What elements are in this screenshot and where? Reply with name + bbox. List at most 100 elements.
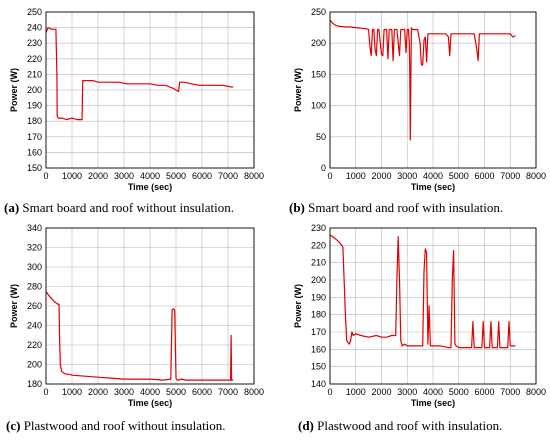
x-tick-label: 4000 (423, 387, 443, 397)
x-tick-label: 8000 (244, 171, 264, 181)
y-tick-label: 160 (311, 344, 326, 354)
series-line-0 (45, 27, 234, 121)
x-tick-label: 2000 (371, 387, 391, 397)
y-tick-label: 210 (311, 258, 326, 268)
y-tick-label: 200 (27, 360, 42, 370)
y-tick-label: 300 (27, 262, 42, 272)
caption-text: Smart board and roof with insulation. (305, 200, 503, 215)
x-axis-label: Time (sec) (128, 182, 172, 192)
y-tick-label: 180 (27, 379, 42, 389)
figure-caption: (a) Smart board and roof without insulat… (4, 200, 234, 215)
plot-frame (45, 11, 255, 169)
x-tick-label: 7000 (500, 171, 520, 181)
x-tick-label: 5000 (166, 171, 186, 181)
x-tick-label: 0 (43, 387, 48, 397)
figure-caption: (b) Smart board and roof with insulation… (289, 200, 503, 215)
chart-panel-2: 0 1000 2000 3000 4000 5000 6000 7000 8000 180 200 2… (6, 223, 264, 433)
x-tick-label: 4000 (140, 387, 160, 397)
y-tick-label: 180 (311, 310, 326, 320)
series-line-0 (329, 19, 516, 141)
x-axis-label: Time (sec) (128, 398, 172, 408)
x-tick-label: 0 (43, 171, 48, 181)
figure-caption: (c) Plastwood and roof without insulatio… (6, 418, 226, 433)
y-tick-label: 200 (311, 38, 326, 48)
x-tick-label: 8000 (526, 387, 546, 397)
x-tick-label: 7000 (218, 171, 238, 181)
x-tick-label: 8000 (526, 171, 546, 181)
y-tick-label: 260 (27, 301, 42, 311)
y-tick-label: 200 (311, 275, 326, 285)
caption-text: Smart board and roof without insulation. (19, 200, 234, 215)
y-tick-label: 150 (27, 163, 42, 173)
y-tick-label: 170 (311, 327, 326, 337)
x-tick-label: 3000 (397, 387, 417, 397)
x-axis-label: Time (sec) (411, 182, 455, 192)
x-tick-label: 4000 (423, 171, 443, 181)
x-tick-label: 2000 (88, 171, 108, 181)
caption-text: Plastwood and roof with insulation. (314, 418, 503, 433)
x-tick-label: 1000 (346, 387, 366, 397)
series-line-0 (45, 291, 234, 381)
plot-frame (329, 11, 537, 169)
y-axis-label: Power (W) (293, 284, 303, 328)
x-tick-label: 1000 (346, 171, 366, 181)
y-tick-label: 250 (311, 7, 326, 17)
x-tick-label: 7000 (500, 387, 520, 397)
y-tick-label: 240 (27, 23, 42, 33)
figure-caption: (d) Plastwood and roof with insulation. (298, 418, 502, 433)
plot-frame (329, 227, 537, 385)
x-tick-label: 0 (327, 171, 332, 181)
x-axis-label: Time (sec) (411, 398, 455, 408)
x-tick-label: 2000 (88, 387, 108, 397)
chart-panel-3: 0 1000 2000 3000 4000 5000 6000 7000 8000 140 150 1… (293, 223, 546, 433)
y-axis-label: Power (W) (9, 68, 19, 112)
y-tick-label: 190 (27, 101, 42, 111)
y-tick-label: 170 (27, 132, 42, 142)
y-axis-label: Power (W) (293, 68, 303, 112)
y-tick-label: 50 (316, 132, 326, 142)
y-tick-label: 140 (311, 379, 326, 389)
caption-letter: (d) (298, 418, 314, 433)
x-tick-label: 5000 (166, 387, 186, 397)
y-tick-label: 230 (311, 223, 326, 233)
x-tick-label: 2000 (371, 171, 391, 181)
series-line-0 (329, 234, 516, 349)
y-tick-label: 240 (27, 321, 42, 331)
y-tick-label: 200 (27, 85, 42, 95)
x-tick-label: 1000 (62, 171, 82, 181)
caption-letter: (c) (6, 418, 20, 433)
x-tick-label: 6000 (474, 171, 494, 181)
y-tick-label: 220 (27, 340, 42, 350)
plot-frame (45, 227, 255, 385)
caption-text: Plastwood and roof without insulation. (20, 418, 225, 433)
y-tick-label: 320 (27, 243, 42, 253)
y-tick-label: 220 (311, 240, 326, 250)
x-tick-label: 6000 (192, 171, 212, 181)
x-tick-label: 0 (327, 387, 332, 397)
x-tick-label: 4000 (140, 171, 160, 181)
y-tick-label: 180 (27, 116, 42, 126)
x-tick-label: 6000 (474, 387, 494, 397)
y-axis-label: Power (W) (9, 284, 19, 328)
x-tick-label: 3000 (114, 387, 134, 397)
caption-letter: (b) (289, 200, 305, 215)
x-tick-label: 6000 (192, 387, 212, 397)
y-tick-label: 340 (27, 223, 42, 233)
y-tick-label: 150 (311, 362, 326, 372)
caption-letter: (a) (4, 200, 19, 215)
y-tick-label: 100 (311, 101, 326, 111)
x-tick-label: 3000 (397, 171, 417, 181)
y-tick-label: 0 (321, 163, 326, 173)
y-tick-label: 220 (27, 54, 42, 64)
y-tick-label: 250 (27, 7, 42, 17)
x-tick-label: 5000 (449, 387, 469, 397)
x-tick-label: 7000 (218, 387, 238, 397)
y-tick-label: 230 (27, 38, 42, 48)
y-tick-label: 190 (311, 292, 326, 302)
y-tick-label: 280 (27, 282, 42, 292)
x-tick-label: 8000 (244, 387, 264, 397)
x-tick-label: 3000 (114, 171, 134, 181)
x-tick-label: 1000 (62, 387, 82, 397)
chart-panel-1: 0 1000 2000 3000 4000 5000 6000 7000 8000 0 50 100 1… (289, 7, 546, 215)
